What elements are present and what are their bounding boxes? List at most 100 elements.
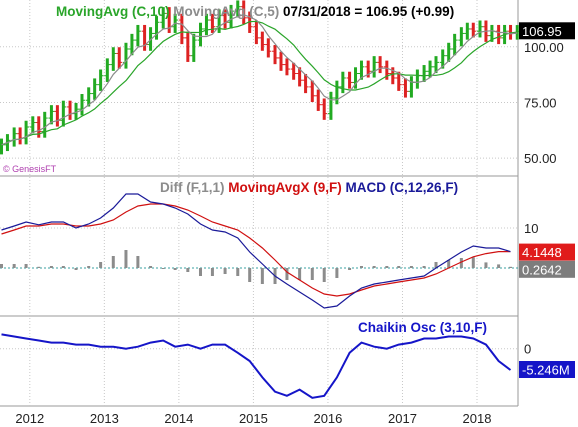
histogram-bar	[124, 250, 128, 268]
histogram-bar	[459, 258, 463, 268]
histogram-bar	[248, 268, 252, 282]
price-bar	[240, 0, 247, 25]
histogram-bar	[497, 264, 501, 268]
price-bar	[153, 16, 160, 40]
price-bar	[178, 13, 185, 45]
histogram-bar	[447, 260, 451, 268]
price-bar	[395, 71, 402, 91]
price-bar	[116, 47, 123, 69]
price-bar	[321, 98, 328, 120]
histogram-bar	[0, 264, 3, 268]
price-bar	[253, 20, 260, 45]
diff-value-label: 0.2642	[519, 260, 575, 278]
price-bar	[97, 69, 104, 91]
histogram-bar	[161, 268, 165, 269]
price-bar	[290, 62, 297, 80]
histogram-bar	[434, 262, 438, 268]
legend-last-price: 07/31/2018 = 106.95 (+0.99)	[283, 4, 454, 19]
price-bar	[495, 24, 502, 45]
histogram-bar	[385, 266, 389, 268]
price-bar	[377, 56, 384, 74]
x-tick-label: 2013	[90, 411, 119, 426]
price-bar	[48, 105, 55, 125]
price-bar	[277, 51, 284, 71]
histogram-bar	[149, 266, 153, 268]
histogram-bar	[285, 268, 289, 280]
price-bar	[85, 87, 92, 107]
price-bar	[91, 78, 98, 100]
macd-series-line	[1, 203, 511, 297]
watermark: © GenesisFT	[3, 164, 57, 174]
x-tick-label: 2017	[388, 411, 417, 426]
price-bar	[272, 45, 279, 65]
macd-value-label: 4.1448	[519, 243, 575, 261]
macd-tick-label: 10	[524, 221, 538, 236]
price-tick-label: 100.00	[524, 40, 564, 55]
chaikin-lines	[1, 333, 512, 399]
price-bar	[352, 67, 359, 89]
price-bar	[402, 78, 409, 98]
price-bar	[296, 67, 303, 87]
price-bar	[346, 71, 353, 89]
macd-legend: Diff (F,1,1) MovingAvgX (9,F) MACD (C,12…	[160, 180, 458, 195]
price-bar	[309, 80, 316, 103]
price-bar	[134, 24, 141, 47]
price-moving-averages	[1, 14, 518, 146]
histogram-bar	[260, 268, 264, 284]
histogram-bar	[111, 256, 115, 268]
histogram-bar	[37, 266, 41, 268]
moving-average-line	[1, 14, 518, 146]
macd-gridlines	[0, 227, 518, 269]
histogram-bar	[484, 262, 488, 268]
price-bar	[246, 11, 253, 33]
svg-text:0.2642: 0.2642	[522, 262, 562, 277]
x-tick-label: 2015	[239, 411, 268, 426]
price-bar	[458, 27, 465, 47]
legend-ma10: MovingAvg (C,10)	[56, 4, 170, 19]
histogram-bar	[173, 268, 177, 270]
x-tick-label: 2014	[164, 411, 193, 426]
chaikin-value-label: -5.246M	[519, 361, 575, 378]
price-bar	[445, 42, 452, 62]
histogram-bar	[372, 266, 376, 268]
price-tick-label: 50.00	[524, 151, 557, 166]
price-bar	[228, 4, 235, 29]
legend-signal: MovingAvgX (9,F)	[228, 180, 342, 195]
svg-text:4.1448: 4.1448	[522, 245, 562, 260]
price-bar	[41, 111, 48, 138]
histogram-bar	[335, 268, 339, 278]
histogram-bar	[74, 268, 78, 270]
price-bar	[339, 71, 346, 94]
price-bar	[327, 91, 334, 120]
histogram-bar	[422, 266, 426, 268]
price-bar	[259, 31, 266, 51]
histogram-bar	[310, 268, 314, 280]
price-bar	[470, 22, 477, 38]
histogram-bar	[397, 266, 401, 268]
x-tick-label: 2016	[313, 411, 342, 426]
histogram-bar	[348, 268, 352, 270]
svg-text:106.95: 106.95	[522, 24, 562, 39]
price-bar	[29, 116, 36, 134]
histogram-bar	[87, 266, 91, 268]
histogram-bar	[198, 268, 202, 276]
chaikin-axis-ticks: 0	[524, 342, 531, 357]
price-bar	[78, 94, 85, 116]
moving-average-line	[1, 20, 518, 146]
last-price-label: 106.95	[519, 22, 575, 40]
price-bar	[104, 58, 111, 82]
price-tick-label: 75.00	[524, 95, 557, 110]
chaikin-tick-label: 0	[524, 342, 531, 357]
histogram-bar	[12, 264, 16, 268]
histogram-bar	[49, 266, 53, 268]
price-bar	[439, 49, 446, 69]
legend-diff: Diff (F,1,1)	[160, 180, 225, 195]
price-bar	[265, 38, 272, 58]
price-bar	[464, 22, 471, 40]
histogram-bar	[136, 256, 140, 268]
histogram-bar	[298, 268, 302, 280]
right-value-labels: 106.95 4.1448 0.2642 -5.246M	[519, 22, 575, 378]
price-bar	[184, 31, 191, 62]
macd-axis-ticks: 10	[524, 221, 538, 236]
